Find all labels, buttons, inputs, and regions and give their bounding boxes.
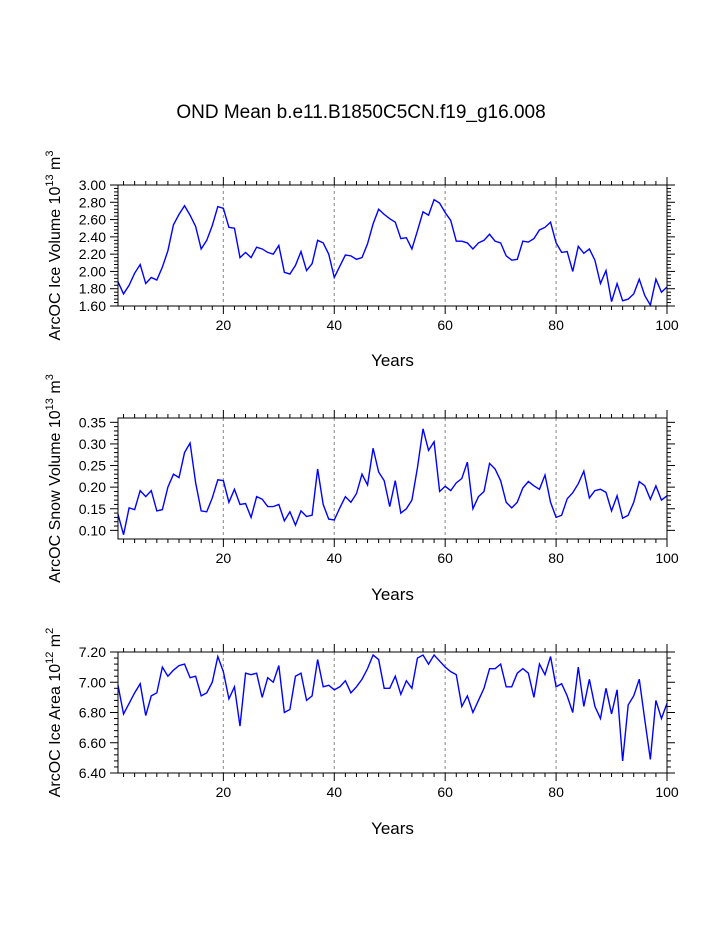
x-axis-title: Years — [371, 819, 414, 838]
plot-frame — [117, 184, 668, 307]
plot-frame — [117, 417, 668, 540]
y-axis-title-unit: m — [47, 157, 64, 175]
x-tick-label: 100 — [655, 317, 679, 333]
y-axis-title: ArcOC Snow Volume 1013 m3 — [44, 374, 64, 583]
x-tick-label: 40 — [326, 784, 342, 800]
x-tick-label: 100 — [655, 784, 679, 800]
figure-title: OND Mean b.e11.B1850C5CN.f19_g16.008 — [176, 102, 545, 123]
x-tick-label: 80 — [548, 784, 564, 800]
x-tick-label: 60 — [437, 550, 453, 566]
y-axis-title-exponent: 13 — [44, 174, 56, 186]
y-axis-title-unit-exponent: 2 — [44, 628, 56, 634]
y-tick-label: 3.00 — [79, 177, 106, 193]
y-tick-label: 0.25 — [79, 458, 106, 474]
x-tick-label: 80 — [548, 317, 564, 333]
y-axis-title: ArcOC Ice Area 1012 m2 — [44, 628, 64, 798]
y-tick-label: 7.20 — [79, 644, 106, 660]
y-tick-label: 7.00 — [79, 674, 106, 690]
y-tick-label: 6.80 — [79, 705, 106, 721]
x-tick-label: 60 — [437, 784, 453, 800]
x-tick-label: 40 — [326, 317, 342, 333]
y-tick-label: 2.20 — [79, 246, 106, 262]
series-line-ice-area — [117, 653, 668, 761]
y-tick-label: 0.20 — [79, 479, 106, 495]
y-tick-label: 0.35 — [79, 414, 106, 430]
x-tick-label: 20 — [216, 784, 232, 800]
y-axis-title-main: ArcOC Ice Area 10 — [47, 664, 64, 797]
x-tick-label: 40 — [326, 550, 342, 566]
x-axis-title: Years — [371, 351, 414, 370]
x-tick-label: 20 — [216, 550, 232, 566]
panel-snow-volume: 0.10 0.15 0.20 0.25 0.30 0.35 20 40 60 80 100 Years… — [44, 374, 679, 604]
y-tick-label: 0.30 — [79, 436, 106, 452]
y-tick-label: 1.80 — [79, 281, 106, 297]
y-axis-title-unit: m — [47, 634, 64, 652]
x-tick-label: 60 — [437, 317, 453, 333]
y-tick-label: 2.80 — [79, 194, 106, 210]
x-tick-label: 80 — [548, 550, 564, 566]
y-axis-title-main: ArcOC Snow Volume 10 — [47, 410, 64, 583]
panel-ice-area: 6.40 6.60 6.80 7.00 7.20 20 40 60 80 100 Years ArcO… — [44, 628, 679, 838]
y-axis-title-unit-exponent: 3 — [44, 151, 56, 157]
y-axis-title-main: ArcOC Ice Volume 10 — [47, 187, 64, 341]
series-line-snow-volume — [117, 428, 668, 535]
x-tick-label: 100 — [655, 550, 679, 566]
y-axis-title: ArcOC Ice Volume 1013 m3 — [44, 151, 64, 341]
y-axis-title-unit: m — [47, 380, 64, 398]
x-tick-label: 20 — [216, 317, 232, 333]
y-tick-label: 2.00 — [79, 263, 106, 279]
y-tick-label: 6.60 — [79, 735, 106, 751]
plot-frame — [117, 651, 668, 774]
y-tick-label: 0.10 — [79, 522, 106, 538]
panels: 1.601.80 2.002.202.402.60 2.803.00 20 40 60 80… — [44, 151, 679, 839]
y-axis-title-unit-exponent: 3 — [44, 374, 56, 380]
y-tick-label: 1.60 — [79, 298, 106, 314]
y-tick-label: 2.60 — [79, 212, 106, 228]
x-axis-title: Years — [371, 585, 414, 604]
series-line-ice-volume — [117, 198, 668, 308]
y-tick-label: 2.40 — [79, 229, 106, 245]
y-tick-label: 6.40 — [79, 765, 106, 781]
panel-ice-volume: 1.601.80 2.002.202.402.60 2.803.00 20 40 60 80… — [44, 151, 679, 371]
y-axis-title-exponent: 13 — [44, 398, 56, 410]
y-tick-label: 0.15 — [79, 501, 106, 517]
y-axis-title-exponent: 12 — [44, 652, 56, 664]
